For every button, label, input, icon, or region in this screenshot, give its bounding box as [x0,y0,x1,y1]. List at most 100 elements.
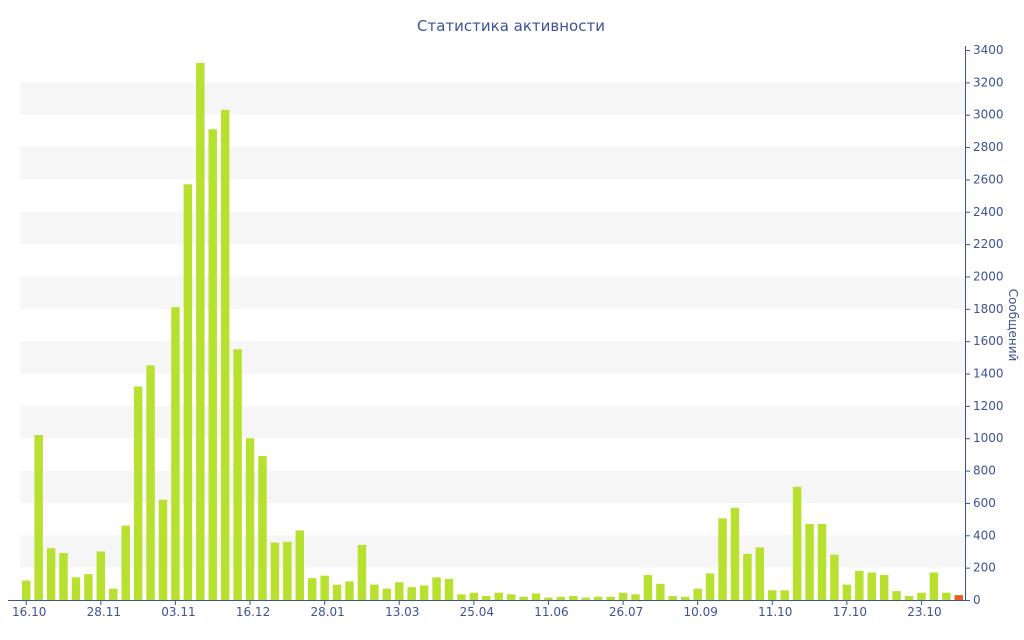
axes-group: 0 200 400 600 800 1000 1200 1400 1600 1800 2000 220… [8,43,1004,619]
y-tick-label: 3400 [973,43,1004,57]
y-tick-label: 2400 [973,205,1004,219]
x-tick-label: 28.11 [87,605,121,619]
bar [444,578,454,600]
y-tick-label: 800 [973,464,996,478]
bar [133,386,143,600]
y-tick-label: 3200 [973,75,1004,89]
bar [544,597,553,600]
bar [929,572,939,600]
bar [320,575,329,600]
y-axis-label: Сообщений [1006,289,1020,362]
grid-band [20,82,965,115]
bar [208,129,217,600]
bar [196,62,205,600]
bar [917,592,926,600]
y-tick-label: 1400 [973,367,1004,381]
bar [668,595,678,600]
y-tick-label: 2000 [973,269,1004,283]
bar [357,545,367,600]
x-tick-label: 16.10 [12,605,46,619]
x-tick-label: 26.07 [609,605,643,619]
bar [407,587,416,600]
x-tick-label: 13.03 [385,605,419,619]
bar [432,577,441,600]
x-tick-label: 03.11 [161,605,195,619]
y-tick-label: 400 [973,528,996,542]
y-tick-label: 200 [973,561,996,575]
bar [569,595,578,600]
bar [233,349,242,600]
y-tick-label: 3000 [973,108,1004,122]
bar [519,596,528,600]
bar [59,553,68,600]
bar [879,574,889,600]
bar [121,525,130,600]
bar [332,584,342,600]
bar [581,597,590,600]
bar [482,595,491,600]
chart-title: Статистика активности [417,17,605,35]
bar [768,590,777,600]
grid-band [20,470,965,503]
bar [146,365,155,600]
bar [21,580,31,600]
bar [419,585,429,600]
bar [494,592,503,600]
bar [171,307,180,600]
bar [830,554,839,600]
bar [892,591,901,600]
x-tick-label: 10.09 [683,605,717,619]
bar [258,456,267,600]
bar [382,588,392,600]
bar [743,553,752,600]
bar [506,594,516,600]
bar [370,584,379,600]
bar [855,570,864,600]
x-tick-label: 23.10 [907,605,941,619]
bar [34,435,43,600]
bar [817,523,827,600]
grid-band [20,341,965,374]
bar [718,518,727,600]
bar [283,541,292,600]
bar [469,592,479,600]
bar [904,595,914,600]
bar [705,573,715,600]
y-tick-label: 1800 [973,302,1004,316]
bar-current [954,595,964,600]
bar [842,584,852,600]
bar [183,184,193,600]
bar [158,499,168,600]
bar [631,594,640,600]
grid-band [20,276,965,309]
bar [84,574,93,600]
x-tick-label: 16.12 [236,605,270,619]
y-tick-label: 600 [973,496,996,510]
grid-band [20,147,965,180]
bar [656,583,665,600]
bar [681,596,690,600]
bar [755,547,765,600]
y-tick-label: 1600 [973,334,1004,348]
y-tick-label: 2600 [973,172,1004,186]
bar [531,593,541,600]
y-tick-label: 2200 [973,237,1004,251]
bar [792,486,802,600]
bar [805,523,814,600]
bar [618,592,628,600]
bar [220,109,230,600]
x-tick-label: 11.06 [534,605,568,619]
bar [606,596,615,600]
x-tick-label: 17.10 [833,605,867,619]
y-tick-label: 0 [973,593,981,607]
grid-band [20,211,965,245]
bar [307,578,317,600]
x-tick-label: 28.01 [310,605,344,619]
bar [457,594,466,600]
bar [780,590,789,600]
x-tick-label: 25.04 [460,605,494,619]
grid-bands [20,82,965,568]
bar [270,542,280,600]
